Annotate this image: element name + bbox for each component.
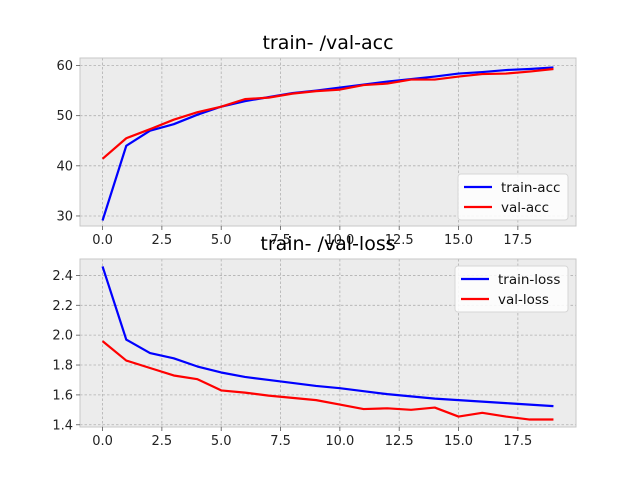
legend-label-train-acc: train-acc bbox=[501, 180, 560, 196]
acc-series-lines bbox=[101, 66, 554, 221]
loss-x-tick-label: 0.0 bbox=[92, 434, 113, 449]
acc-legend-box bbox=[457, 173, 569, 221]
legend-label-val-acc: val-acc bbox=[501, 200, 549, 216]
loss-y-tick-label: 1.8 bbox=[52, 359, 73, 374]
acc-y-tick-label: 50 bbox=[56, 109, 73, 124]
acc-y-tick-label: 30 bbox=[56, 209, 73, 224]
acc-x-tick-label: 15.0 bbox=[444, 233, 473, 248]
loss-x-tick-label: 10.0 bbox=[325, 434, 354, 449]
loss-x-tick-label: 15.0 bbox=[444, 434, 473, 449]
series-line-val-loss bbox=[101, 340, 554, 421]
loss-x-tick-label: 2.5 bbox=[152, 434, 173, 449]
loss-y-tick-label: 2.4 bbox=[52, 269, 73, 284]
acc-x-tick-label: 7.5 bbox=[270, 233, 291, 248]
loss-x-tick-label: 12.5 bbox=[385, 434, 414, 449]
acc-x-tick-label: 17.5 bbox=[503, 233, 532, 248]
acc-x-tick-label: 12.5 bbox=[385, 233, 414, 248]
loss-legend-box bbox=[454, 265, 569, 313]
series-line-train-loss bbox=[101, 266, 554, 408]
loss-x-tick-label: 5.0 bbox=[211, 434, 232, 449]
acc-x-tick-label: 0.0 bbox=[92, 233, 113, 248]
loss-gridlines bbox=[80, 259, 576, 427]
loss-legend: train-loss val-loss bbox=[454, 265, 569, 313]
loss-y-tick-label: 1.6 bbox=[52, 388, 73, 403]
acc-x-tick-label: 2.5 bbox=[152, 233, 173, 248]
series-line-val-acc bbox=[101, 67, 554, 160]
loss-series-lines bbox=[101, 266, 554, 421]
loss-plot-frame bbox=[79, 258, 577, 428]
legend-label-val-loss: val-loss bbox=[498, 292, 549, 308]
loss-y-tick-label: 1.4 bbox=[52, 418, 73, 433]
loss-ticks: 0.0 2.5 5.0 7.5 10.0 12.5 15.0 17.5 1.4 1.6 1.8 2.0… bbox=[52, 269, 532, 449]
acc-ticks: 0.0 2.5 5.0 7.5 10.0 12.5 15.0 17.5 30 40 50 60 bbox=[56, 59, 532, 248]
acc-y-tick-label: 60 bbox=[56, 59, 73, 74]
acc-gridlines bbox=[80, 58, 576, 226]
acc-y-tick-label: 40 bbox=[56, 159, 73, 174]
acc-subplot: 0.0 2.5 5.0 7.5 10.0 12.5 15.0 17.5 30 40 50 60 tra… bbox=[56, 32, 577, 248]
loss-subplot: 0.0 2.5 5.0 7.5 10.0 12.5 15.0 17.5 1.4 1.6 1.8 2.0… bbox=[52, 233, 577, 449]
loss-x-tick-label: 17.5 bbox=[503, 434, 532, 449]
legend-label-train-loss: train-loss bbox=[498, 272, 560, 288]
acc-x-tick-label: 5.0 bbox=[211, 233, 232, 248]
acc-plot-frame bbox=[79, 57, 577, 227]
loss-y-tick-label: 2.2 bbox=[52, 299, 73, 314]
acc-x-tick-label: 10.0 bbox=[325, 233, 354, 248]
loss-x-tick-label: 7.5 bbox=[270, 434, 291, 449]
acc-chart-title: train- /val-acc bbox=[262, 32, 393, 54]
loss-chart-title: train- /val-loss bbox=[260, 233, 395, 255]
series-line-train-acc bbox=[101, 66, 554, 221]
acc-legend: train-acc val-acc bbox=[457, 173, 569, 221]
loss-y-tick-label: 2.0 bbox=[52, 329, 73, 344]
